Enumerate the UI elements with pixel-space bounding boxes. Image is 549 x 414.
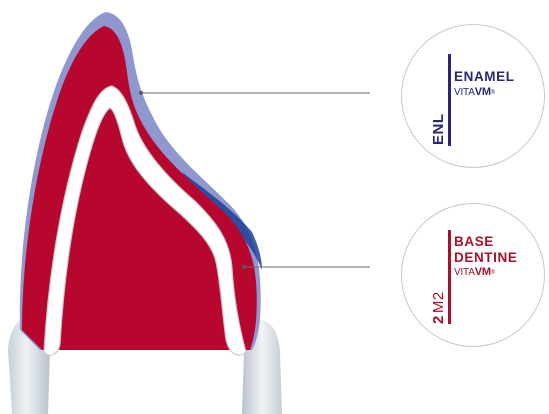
base-dentine-brand-mark: ® — [490, 270, 496, 276]
base-dentine-brand: VITAVM® — [454, 266, 495, 278]
enamel-brand-mark: ® — [490, 90, 496, 96]
base-dentine-title-line1: BASE — [454, 234, 494, 249]
base-dentine-code-shade: M2 — [430, 291, 447, 314]
enamel-brand-prefix: VITA — [454, 87, 475, 98]
enamel-label-circle — [401, 24, 545, 168]
base-dentine-brand-prefix: VITA — [454, 267, 475, 278]
base-dentine-leader-dot — [242, 265, 246, 269]
base-dentine-layer — [22, 26, 257, 350]
enamel-brand-bold: VM — [474, 86, 491, 98]
enamel-leader-dot — [139, 91, 143, 95]
base-dentine-color-bar — [448, 230, 451, 324]
enamel-code: ENL — [430, 113, 447, 146]
base-dentine-title-line2: DENTINE — [454, 250, 518, 265]
base-dentine-code-number: 2 — [430, 315, 447, 324]
enamel-color-bar — [448, 54, 451, 146]
base-dentine-code: 2M2 — [430, 291, 447, 324]
enamel-brand: VITAVM® — [454, 86, 495, 98]
enamel-title: ENAMEL — [454, 69, 515, 84]
base-dentine-brand-bold: VM — [474, 266, 491, 278]
core-outline — [43, 85, 247, 356]
base-dentine-label-circle — [401, 203, 545, 347]
